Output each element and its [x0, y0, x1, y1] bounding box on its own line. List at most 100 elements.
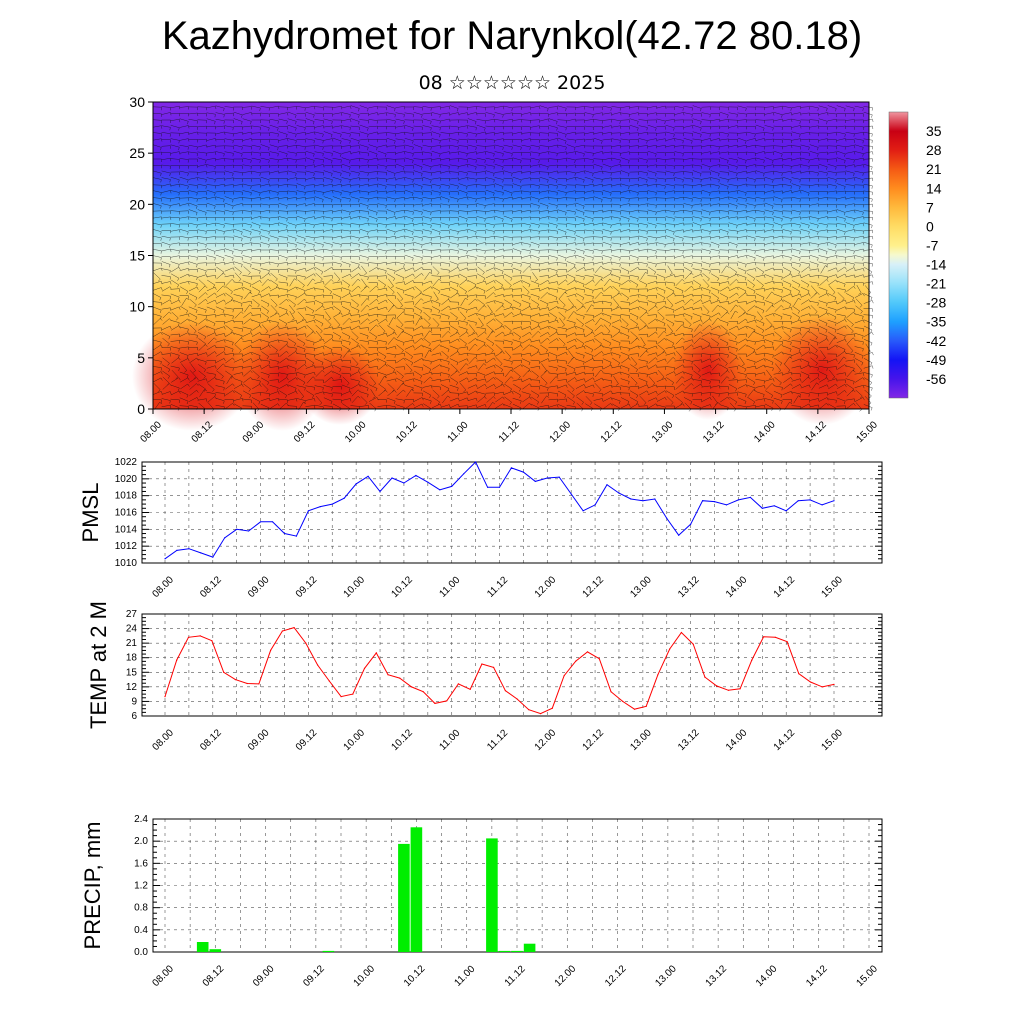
wind-barb: [764, 313, 775, 317]
wind-barb: [242, 118, 252, 125]
wind-barb: [541, 395, 550, 404]
wind-barb: [440, 203, 450, 209]
wind-barb: [791, 384, 802, 389]
wind-barb: [415, 317, 424, 326]
wind-barb: [404, 209, 414, 215]
wind-barb: [530, 386, 540, 390]
wind-barb: [206, 255, 216, 261]
wind-barb: [737, 183, 748, 187]
wind-barb: [233, 242, 243, 247]
wind-barb: [404, 204, 414, 208]
wind-barb: [414, 370, 423, 379]
wind-barb: [360, 304, 370, 312]
wind-barb: [656, 190, 666, 196]
wind-barb: [854, 293, 865, 298]
wind-barb: [161, 229, 171, 234]
wind-barb: [845, 222, 855, 229]
wind-barb: [386, 158, 396, 163]
wind-barb: [386, 314, 396, 318]
wind-barb: [350, 111, 360, 118]
wind-barb: [251, 378, 261, 385]
wind-barb: [827, 190, 838, 194]
wind-barb: [710, 248, 720, 254]
wind-barb: [287, 261, 298, 266]
wind-barb: [854, 248, 865, 252]
wind-barb: [359, 391, 369, 398]
wind-barb: [692, 183, 703, 188]
wind-barb: [368, 262, 378, 267]
wind-barb: [755, 138, 766, 142]
wind-barb: [800, 171, 811, 175]
wind-barb: [575, 235, 585, 242]
wind-barb: [818, 371, 828, 379]
wind-barb: [260, 164, 271, 169]
wind-barb: [395, 377, 405, 385]
wind-barb: [692, 216, 702, 222]
wind-barb: [206, 164, 216, 170]
wind-barb: [693, 299, 703, 305]
wind-barb: [368, 282, 378, 286]
wind-barb: [476, 280, 487, 285]
wind-barb: [629, 216, 639, 222]
wind-barb: [800, 262, 810, 267]
wind-barb: [692, 138, 702, 144]
wind-barb: [377, 268, 387, 274]
wind-barb: [513, 370, 521, 379]
wind-barb: [279, 402, 289, 410]
wind-barb: [368, 119, 378, 124]
wind-barb: [171, 377, 181, 383]
wind-barb: [440, 249, 450, 253]
wind-barb: [782, 280, 792, 288]
wind-barb: [692, 392, 703, 396]
wind-barb: [422, 216, 432, 222]
wind-barb: [153, 318, 163, 325]
wind-barb: [476, 261, 486, 267]
wind-barb: [701, 294, 711, 300]
wind-barb: [829, 336, 838, 345]
wind-barb: [242, 280, 252, 288]
wind-barb: [620, 262, 630, 267]
wind-barb: [413, 229, 423, 235]
wind-barb: [413, 241, 423, 248]
wind-barb: [863, 293, 873, 301]
wind-barb: [332, 190, 342, 196]
wind-barb: [279, 350, 289, 357]
wind-barb: [764, 202, 774, 209]
wind-barb: [791, 372, 801, 377]
wind-barb: [467, 177, 477, 183]
wind-barb: [539, 256, 549, 260]
wind-barb: [593, 183, 604, 188]
wind-barb: [530, 190, 541, 195]
wind-barb: [503, 339, 513, 346]
temp-point: [821, 686, 823, 688]
wind-barb: [521, 171, 532, 175]
temp-point: [598, 658, 600, 660]
wind-barb: [476, 171, 487, 175]
wind-barb: [710, 392, 720, 397]
wind-barb: [233, 287, 244, 291]
wind-barb: [476, 327, 486, 332]
wind-barb: [413, 235, 423, 241]
wind-barb: [746, 365, 757, 370]
wind-barb: [566, 184, 576, 189]
wind-barb: [495, 351, 505, 357]
wind-barb: [458, 119, 468, 124]
wind-barb: [602, 241, 612, 248]
wind-barb: [467, 397, 478, 402]
wind-barb: [404, 248, 415, 252]
wind-barb: [278, 268, 289, 273]
wind-barb: [584, 255, 594, 261]
wind-barb: [449, 249, 459, 254]
wind-barb: [728, 138, 738, 143]
wind-barb: [647, 345, 658, 350]
wind-barb: [458, 106, 468, 111]
wind-barb: [386, 352, 396, 358]
wind-barb: [521, 177, 532, 181]
wind-barb: [503, 391, 514, 395]
wind-barb: [359, 327, 370, 331]
y-tick-label: 1014: [115, 524, 138, 535]
pmsl-point: [534, 480, 536, 482]
wind-barb: [782, 132, 792, 137]
wind-barb: [836, 131, 846, 137]
wind-barb: [809, 177, 819, 182]
